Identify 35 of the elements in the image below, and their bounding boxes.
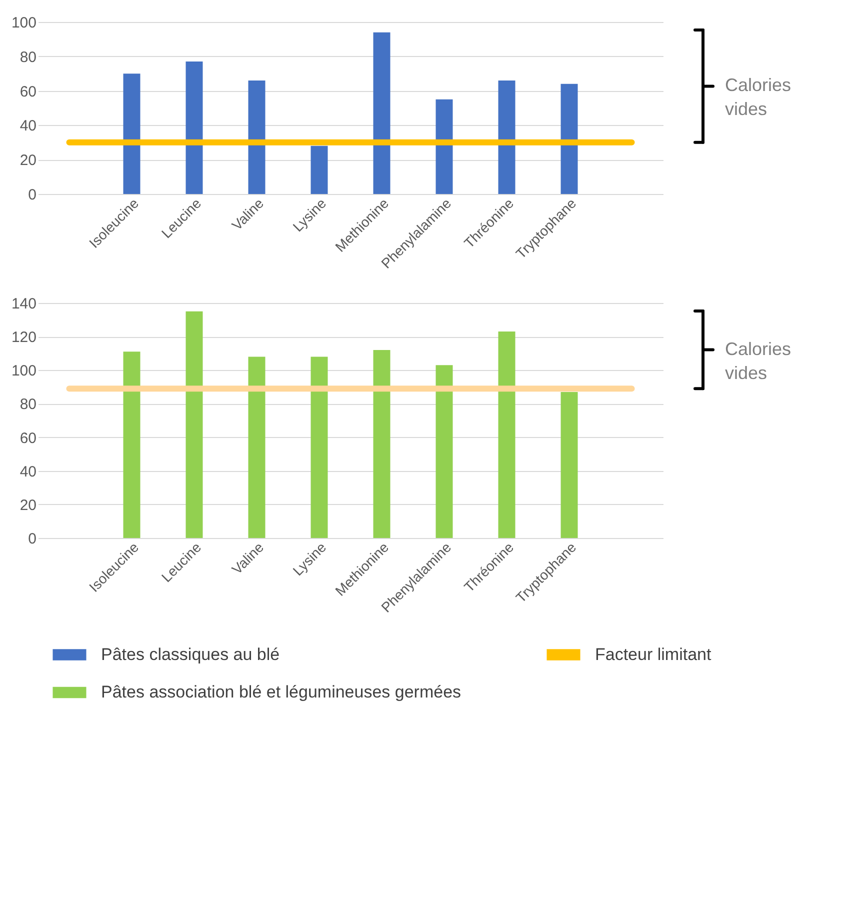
- y-tick-label: 40: [20, 463, 36, 480]
- bar: [248, 80, 266, 194]
- bar: [373, 350, 390, 538]
- legend-label: Facteur limitant: [595, 644, 712, 664]
- bar: [436, 365, 453, 538]
- bar: [186, 311, 203, 538]
- y-tick-label: 80: [20, 48, 36, 66]
- y-tick-label: 100: [11, 14, 36, 32]
- bar: [373, 32, 390, 194]
- y-tick-label: 60: [20, 83, 36, 100]
- y-tick-label: 100: [11, 362, 36, 380]
- y-tick-label: 0: [28, 530, 36, 548]
- bar: [123, 352, 140, 538]
- bar: [310, 356, 328, 538]
- legend-label: Pâtes classiques au blé: [101, 644, 280, 664]
- y-tick-label: 140: [11, 296, 36, 312]
- text: Calories vides: [725, 338, 792, 383]
- y-tick-label: 20: [20, 496, 36, 514]
- y-tick-label: 60: [20, 430, 36, 447]
- y-tick-label: 120: [11, 329, 36, 346]
- bar: [123, 74, 140, 194]
- text: Calories vides: [725, 75, 792, 120]
- y-tick-label: 0: [28, 186, 36, 204]
- bar: [560, 84, 578, 194]
- bar: [436, 99, 453, 194]
- y-tick-label: 20: [20, 152, 36, 170]
- bar: [186, 62, 203, 194]
- bar: [498, 80, 516, 194]
- y-tick-label: 40: [20, 118, 36, 135]
- legend-label: Pâtes association blé et légumineuses germées: [101, 682, 462, 702]
- bar: [248, 356, 266, 538]
- y-tick-label: 80: [20, 396, 36, 414]
- bar: [310, 146, 328, 194]
- bar: [560, 392, 578, 538]
- bar: [498, 332, 516, 538]
